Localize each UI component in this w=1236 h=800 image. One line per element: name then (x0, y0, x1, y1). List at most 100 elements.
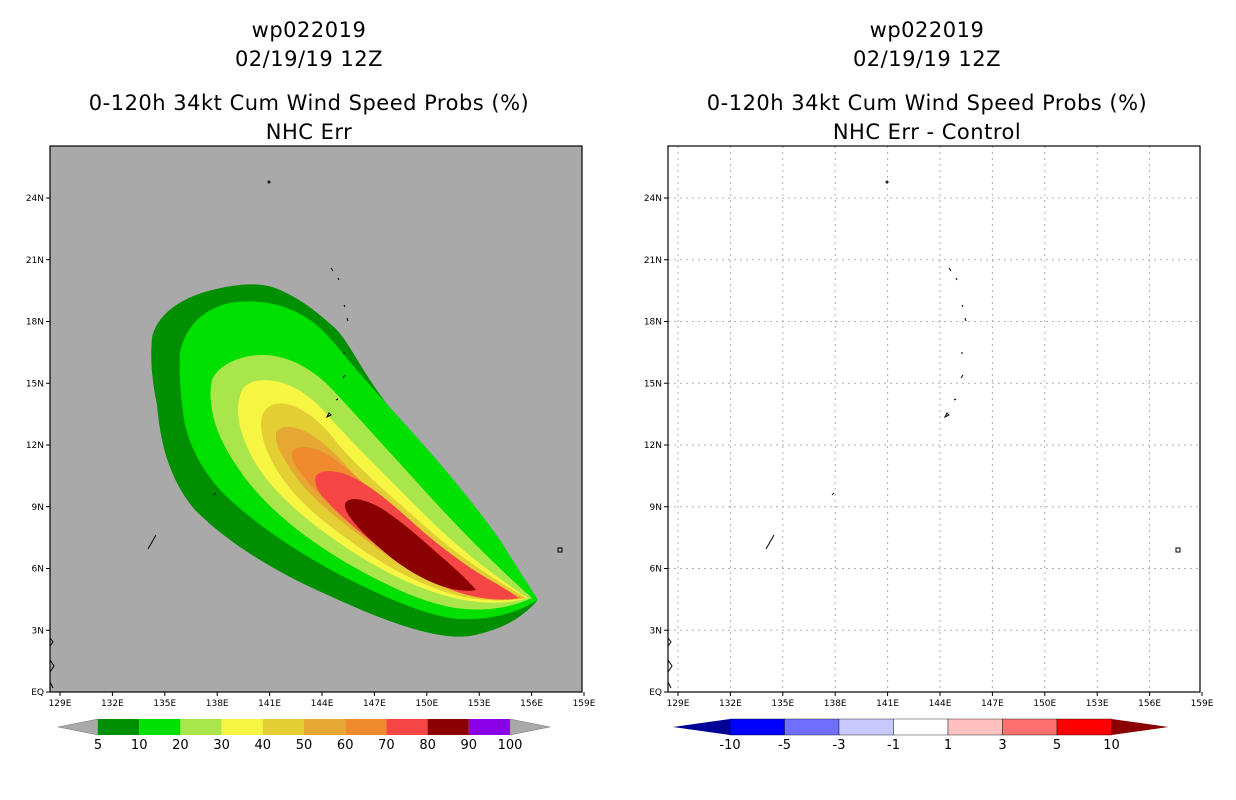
colorbar-box (729, 718, 785, 736)
colorbar-label: 5 (1053, 738, 1061, 753)
product-title: 0-120h 34kt Cum Wind Speed Probs (%) (706, 91, 1148, 115)
colorbar-label: 50 (296, 738, 313, 753)
lat-tick-label: 21N (26, 256, 44, 266)
colorbar-box (427, 719, 469, 735)
lon-tick-label: 135E (771, 699, 794, 709)
colorbar-box (262, 719, 304, 735)
lon-tick-label: 147E (363, 699, 386, 709)
lat-tick-label: 21N (644, 256, 662, 266)
map-background (668, 146, 1200, 692)
lon-tick-label: 129E (49, 699, 72, 709)
lon-tick-label: 153E (1086, 699, 1109, 709)
colorbar-box (784, 718, 840, 736)
colorbar-label: 60 (337, 738, 354, 753)
lat-tick-label: 3N (32, 626, 44, 636)
colorbar-box (893, 718, 949, 736)
colorbar-box (139, 719, 181, 735)
colorbar: 5 10 20 30 40 50 60 70 80 90 100 (57, 718, 551, 753)
storm-id: wp022019 (251, 18, 367, 42)
colorbar-box (98, 719, 140, 735)
lat-tick-label: 12N (26, 441, 44, 451)
panel-subtitle: NHC Err (265, 120, 353, 144)
lon-tick-label: 129E (667, 699, 690, 709)
colorbar-label: 30 (213, 738, 230, 753)
lon-tick-label: 138E (206, 699, 229, 709)
coastline-outlines (49, 180, 563, 689)
lon-tick-label: 156E (1138, 699, 1161, 709)
left-panel: wp022019 02/19/19 12Z 0-120h 34kt Cum Wi… (26, 18, 596, 753)
colorbar-label: 100 (498, 738, 523, 753)
colorbar-box (838, 718, 894, 736)
colorbar-label: -5 (778, 738, 791, 753)
lat-tick-label: 15N (26, 379, 44, 389)
lat-tick-label: 9N (650, 503, 662, 513)
lon-tick-label: 150E (415, 699, 438, 709)
colorbar-box (386, 719, 428, 735)
storm-id: wp022019 (869, 18, 985, 42)
colorbar-under-arrow (673, 719, 730, 735)
colorbar-box (947, 718, 1003, 736)
difference-map: 24N 21N 18N 15N 12N 9N 6N 3N EQ 129E 132E 135E 138E 1… (644, 145, 1214, 753)
panel-subtitle: NHC Err - Control (832, 120, 1022, 144)
colorbar-box (345, 719, 387, 735)
colorbar-box (304, 719, 346, 735)
colorbar-label: -1 (887, 738, 900, 753)
lon-tick-label: 147E (981, 699, 1004, 709)
map-axes: 24N 21N 18N 15N 12N 9N 6N 3N EQ 129E 132E 135E 138E 1… (26, 194, 596, 709)
lon-tick-label: 138E (824, 699, 847, 709)
probability-contours (151, 284, 539, 637)
right-panel: wp022019 02/19/19 12Z 0-120h 34kt Cum Wi… (618, 0, 1236, 800)
colorbar-label: 3 (998, 738, 1006, 753)
grid-frame (49, 145, 583, 693)
colorbar-label: 1 (944, 738, 952, 753)
probability-map: 24N 21N 18N 15N 12N 9N 6N 3N EQ 129E 132E 135E 138E 1… (26, 145, 596, 753)
colorbar-label: 80 (419, 738, 436, 753)
colorbar-label: -3 (833, 738, 846, 753)
colorbar-under-arrow (57, 718, 99, 736)
date-label: 02/19/19 12Z (852, 47, 1002, 71)
colorbar-box (180, 719, 222, 735)
lat-tick-label: 3N (650, 626, 662, 636)
colorbar-box (1056, 718, 1112, 736)
coastline-outlines (667, 180, 1181, 689)
map-axes: 24N 21N 18N 15N 12N 9N 6N 3N EQ 129E 132E 135E 138E 1… (644, 194, 1214, 709)
colorbar-over-arrow (509, 718, 551, 736)
colorbar-label: 5 (94, 738, 102, 753)
lon-tick-label: 150E (1033, 699, 1056, 709)
colorbar-box (468, 719, 510, 735)
lat-tick-label: EQ (31, 688, 44, 698)
product-title: 0-120h 34kt Cum Wind Speed Probs (%) (88, 91, 530, 115)
lat-tick-label: 18N (644, 318, 662, 328)
colorbar-label: 90 (461, 738, 478, 753)
colorbar-label: 10 (131, 738, 148, 753)
lat-tick-label: 18N (26, 318, 44, 328)
colorbar-box (221, 719, 263, 735)
colorbar-label: 40 (255, 738, 272, 753)
lat-tick-label: EQ (649, 688, 662, 698)
colorbar-over-arrow (1111, 719, 1169, 735)
lon-tick-label: 141E (876, 699, 899, 709)
lat-tick-label: 15N (644, 379, 662, 389)
lon-tick-label: 144E (929, 699, 952, 709)
lon-tick-label: 159E (1191, 699, 1214, 709)
lon-tick-label: 156E (520, 699, 543, 709)
colorbar-box (1002, 718, 1058, 736)
dotted-gridlines (668, 146, 1200, 692)
colorbar-label: 10 (1103, 738, 1120, 753)
lon-tick-label: 141E (258, 699, 281, 709)
colorbar-label: 70 (378, 738, 395, 753)
lat-tick-label: 12N (644, 441, 662, 451)
lon-tick-label: 132E (101, 699, 124, 709)
lon-tick-label: 135E (153, 699, 176, 709)
lat-tick-label: 6N (650, 565, 662, 575)
lat-tick-label: 6N (32, 565, 44, 575)
lat-tick-label: 9N (32, 503, 44, 513)
colorbar-label: -10 (719, 738, 740, 753)
lat-tick-label: 24N (644, 194, 662, 204)
lon-tick-label: 132E (719, 699, 742, 709)
grid-frame (667, 145, 1201, 693)
date-label: 02/19/19 12Z (234, 47, 384, 71)
colorbar-label: 20 (172, 738, 189, 753)
colorbar: -10 -5 -3 -1 1 3 5 10 (673, 718, 1169, 753)
lon-tick-label: 153E (468, 699, 491, 709)
